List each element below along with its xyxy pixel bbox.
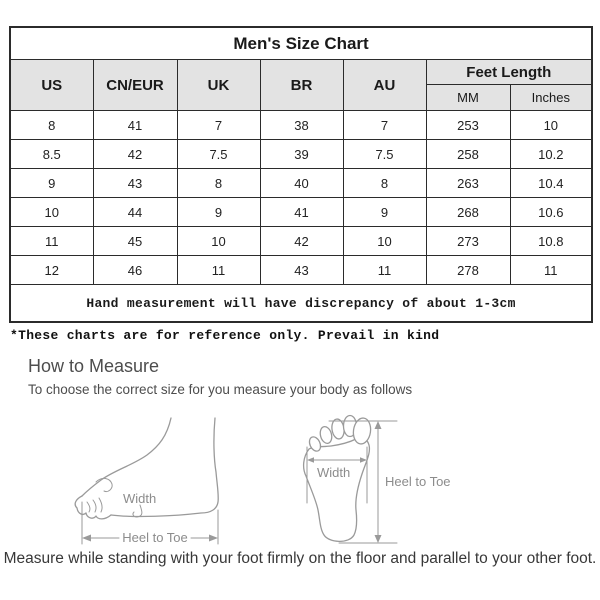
size-cell: 8 [342,168,427,198]
size-cell: 9 [342,197,427,227]
measuring-instruction: Measure while standing with your foot fi… [3,550,597,567]
size-cell: 8 [176,168,261,198]
size-cell: 40 [259,168,344,198]
how-to-measure-heading: How to Measure [28,356,160,376]
size-chart-table: Men's Size Chart US CN/EUR UK BR AU Feet… [9,26,594,323]
column-header-br: BR [259,59,344,111]
size-cell: 273 [425,226,511,256]
size-cell: 11 [9,226,94,256]
size-cell: 11 [176,255,261,285]
size-cell: 42 [259,226,344,256]
table-title-row: Men's Size Chart [9,26,593,60]
size-cell: 9 [176,197,261,227]
size-cell: 8.5 [9,139,94,169]
size-cell: 10 [176,226,261,256]
footprint-diagram: Width Heel to Toe [302,414,451,544]
table-note-row: Hand measurement will have discrepancy o… [9,284,593,323]
size-cell: 38 [259,110,344,140]
size-cell: 41 [259,197,344,227]
size-cell: 263 [425,168,511,198]
size-cell: 12 [9,255,94,285]
table-subheader-row: MM Inches [10,84,593,111]
table-row: 8.5 42 7.5 39 7.5 258 10.2 [9,139,593,169]
how-to-measure-intro: To choose the correct size for you measu… [28,382,413,397]
size-cell: 278 [425,255,511,285]
footprint-heel-to-toe-label: Heel to Toe [385,474,451,489]
size-cell: 7.5 [176,139,261,169]
size-cell: 253 [425,110,511,140]
size-cell: 7 [342,110,427,140]
table-row: 12 46 11 43 11 278 11 [9,255,593,285]
size-cell: 41 [92,110,178,140]
size-cell: 11 [342,255,427,285]
size-cell: 46 [92,255,178,285]
size-cell: 42 [92,139,178,169]
table-row: 11 45 10 42 10 273 10.8 [9,226,593,256]
size-cell: 7.5 [342,139,427,169]
table-row: 10 44 9 41 9 268 10.6 [9,197,593,227]
page-title: Men's Size Chart [9,26,593,60]
measurement-note: Hand measurement will have discrepancy o… [9,284,593,323]
size-cell: 8 [9,110,94,140]
size-cell: 9 [9,168,94,198]
size-cell: 43 [92,168,178,198]
column-header-feet-length: Feet Length [425,59,593,85]
table-row: 8 41 7 38 7 253 10 [9,110,593,140]
size-cell: 45 [92,226,178,256]
column-header-inches: Inches [509,84,593,111]
size-cell: 7 [176,110,261,140]
side-heel-to-toe-label: Heel to Toe [122,530,188,545]
size-cell: 268 [425,197,511,227]
table-row: 9 43 8 40 8 263 10.4 [9,168,593,198]
size-cell: 10 [509,110,593,140]
side-foot-diagram: Width Heel to Toe [74,417,219,545]
size-cell: 11 [509,255,593,285]
size-cell: 10 [9,197,94,227]
size-cell: 258 [425,139,511,169]
size-cell: 10.4 [509,168,593,198]
reference-disclaimer: *These charts are for reference only. Pr… [10,328,440,343]
size-cell: 44 [92,197,178,227]
column-header-us: US [9,59,94,111]
column-header-uk: UK [176,59,261,111]
column-header-mm: MM [425,84,511,111]
side-width-label: Width [123,491,156,506]
size-cell: 10 [342,226,427,256]
column-header-au: AU [342,59,427,111]
size-cell: 10.2 [509,139,593,169]
table-header-row: US CN/EUR UK BR AU Feet Length [9,59,593,111]
size-cell: 10.6 [509,197,593,227]
size-cell: 10.8 [509,226,593,256]
column-header-cn-eur: CN/EUR [92,59,178,111]
size-cell: 39 [259,139,344,169]
size-cell: 43 [259,255,344,285]
footprint-width-label: Width [317,465,350,480]
